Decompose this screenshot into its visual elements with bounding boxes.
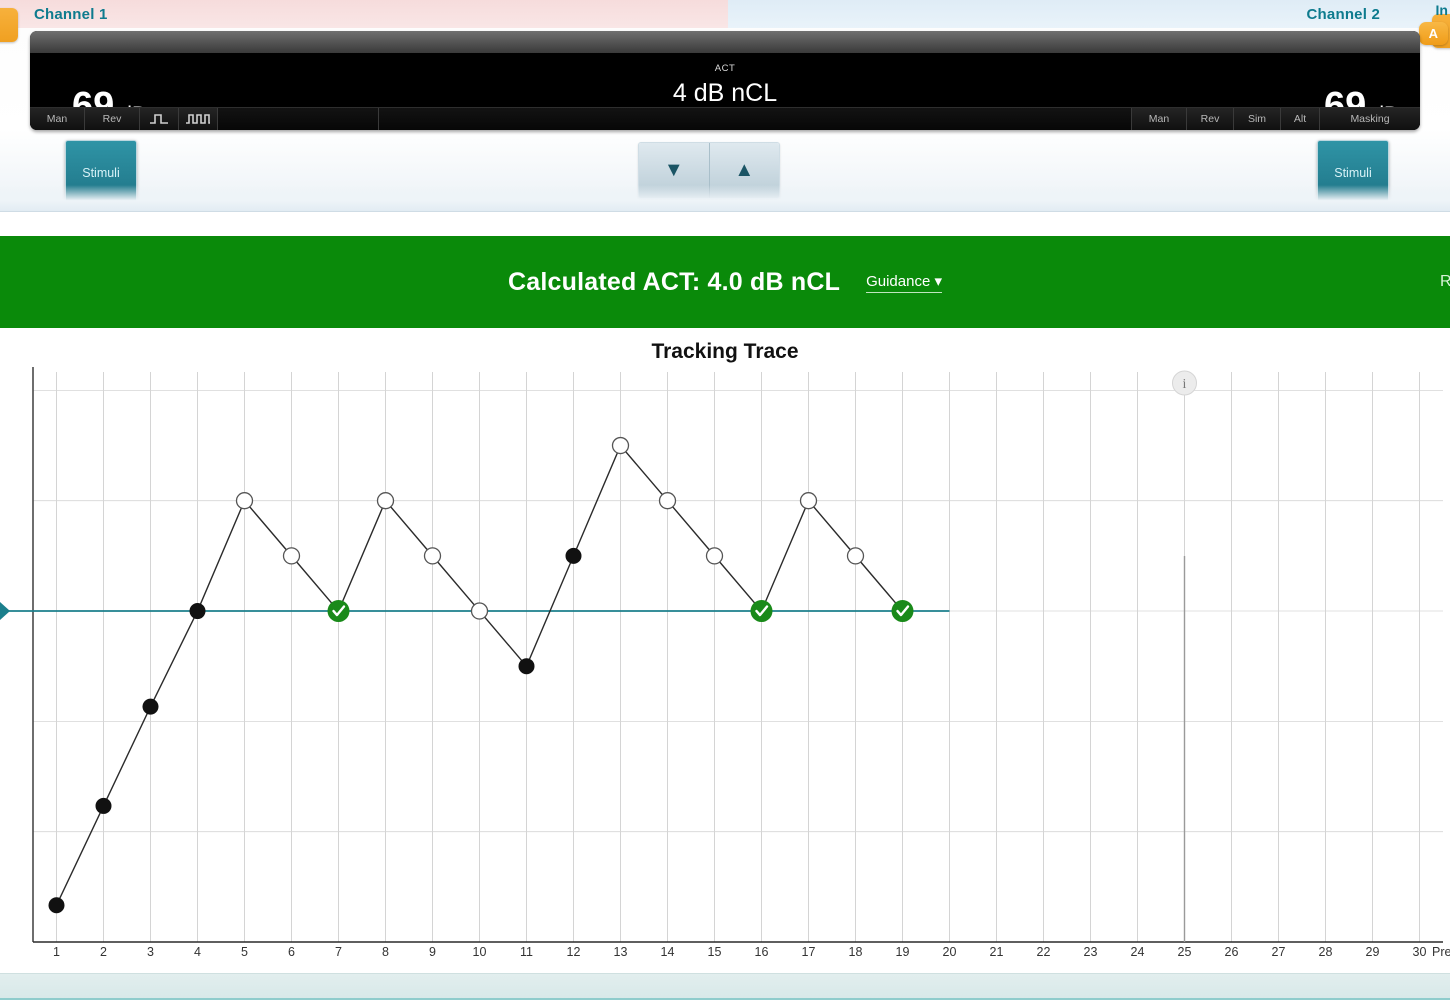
data-point-filled[interactable] [95,797,112,814]
x-tick-label: 17 [801,945,816,959]
multi-pulse-icon[interactable] [179,108,218,130]
x-tick-label: 11 [520,945,533,959]
x-tick-label: 27 [1271,945,1286,959]
x-tick-label: 30 [1412,945,1427,959]
data-point-open[interactable] [282,547,301,565]
data-point-open[interactable] [658,492,677,510]
x-tick-label: 2 [100,945,107,959]
ch1-rev-button[interactable]: Rev [85,108,140,130]
x-tick-label: 22 [1036,945,1051,959]
channel1-label: Channel 1 [34,6,108,23]
multi-pulse-glyph [186,114,210,124]
x-tick-label: 23 [1083,945,1098,959]
data-point-open[interactable] [235,492,254,510]
threshold-marker-icon [0,602,10,621]
x-tick-label: 18 [848,945,863,959]
check-icon [896,605,910,617]
channel2-label: Channel 2 [1306,6,1380,23]
meter-mode-buttons: Man Rev . . Man Rev Sim Alt Ma [30,107,1420,130]
x-tick-label: 10 [472,945,487,959]
x-tick-label: 26 [1224,945,1239,959]
x-tick-label: 1 [53,945,60,959]
x-axis-tick-labels: 1 2 3 4 5 6 7 8 9 10 11 12 13 14 15 16 17 18 19 20 21 22 23 24 2… [0,328,1450,973]
x-tick-label: 19 [895,945,910,959]
channel-control-strip: Channel 1 Channel 2 In A 69 dB SPL ACT 4… [0,0,1450,212]
x-tick-label: 29 [1365,945,1380,959]
x-tick-label: 16 [754,945,769,959]
strip-bottom-curve [0,185,1450,212]
chart-title: Tracking Trace [651,340,799,363]
data-point-filled[interactable] [518,658,535,675]
x-tick-label: 14 [660,945,675,959]
x-tick-label: 13 [613,945,628,959]
x-tick-label: 15 [707,945,722,959]
banner-right-cut-text: R [1440,273,1450,290]
ch2-sim-button[interactable]: Sim [1234,108,1281,130]
info-marker-icon[interactable] [1172,370,1197,396]
calculated-act-banner: Calculated ACT: 4.0 dB nCL Guidance ▾ R [0,236,1450,328]
x-axis-extra-label: Pre [1432,945,1450,959]
x-tick-label: 6 [288,945,295,959]
x-tick-label: 25 [1177,945,1192,959]
data-point-filled[interactable] [189,603,206,620]
check-icon [755,605,769,617]
single-pulse-glyph [150,114,168,124]
meter-center-spacer: . [379,108,1132,130]
inline-orange-button[interactable]: A [1418,22,1448,45]
tracking-trace-chart: Tracking Trace i 1 2 3 4 5 6 7 8 9 10 11 12 13 14 15 16… [0,328,1450,973]
ch1-spacer-1: . [218,108,379,130]
channel1-tint [0,0,728,28]
single-pulse-icon[interactable] [140,108,179,130]
guidance-dropdown[interactable]: Guidance ▾ [866,272,942,293]
ch1-man-button[interactable]: Man [30,108,85,130]
channel2-tint [728,0,1450,28]
x-tick-label: 7 [335,945,342,959]
data-point-open[interactable] [705,547,724,565]
data-point-open[interactable] [799,492,818,510]
data-point-filled[interactable] [142,698,159,715]
data-point-open[interactable] [470,602,489,620]
x-tick-label: 24 [1130,945,1145,959]
calculated-act-text: Calculated ACT: 4.0 dB nCL [507,267,841,296]
status-bar [0,973,1450,1000]
meter-top-bevel [30,31,1420,53]
act-mini-label: ACT [714,63,736,74]
ch2-alt-button[interactable]: Alt [1281,108,1320,130]
ch2-man-button[interactable]: Man [1132,108,1187,130]
x-tick-label: 12 [566,945,581,959]
status-bar-accent [0,998,1450,1000]
x-tick-label: 9 [429,945,436,959]
x-tick-label: 21 [989,945,1004,959]
meter-body: 69 dB SPL ACT 4 dB nCL 69 dB SPL [30,53,1420,130]
ch2-rev-button[interactable]: Rev [1187,108,1234,130]
data-point-open[interactable] [846,547,865,565]
check-icon [332,605,346,617]
x-tick-label: 4 [194,945,201,959]
data-point-open[interactable] [376,492,395,510]
level-meter-panel: 69 dB SPL ACT 4 dB nCL 69 dB SPL [30,31,1420,130]
data-point-filled[interactable] [565,547,582,564]
tracking-trace-plot: i [0,367,1443,943]
act-center-value: 4 dB nCL [672,79,778,107]
inline-partial-label: In [1435,2,1448,18]
data-point-open[interactable] [423,547,442,565]
x-tick-label: 5 [241,945,248,959]
x-tick-label: 20 [942,945,957,959]
x-tick-label: 8 [382,945,389,959]
orange-tab-left-icon[interactable] [0,8,18,42]
info-marker-glyph: i [1183,377,1187,392]
x-tick-label: 3 [147,945,154,959]
data-point-open[interactable] [611,436,630,455]
data-point-filled[interactable] [48,897,65,914]
ch2-masking-button[interactable]: Masking [1320,108,1420,130]
x-tick-label: 28 [1318,945,1333,959]
